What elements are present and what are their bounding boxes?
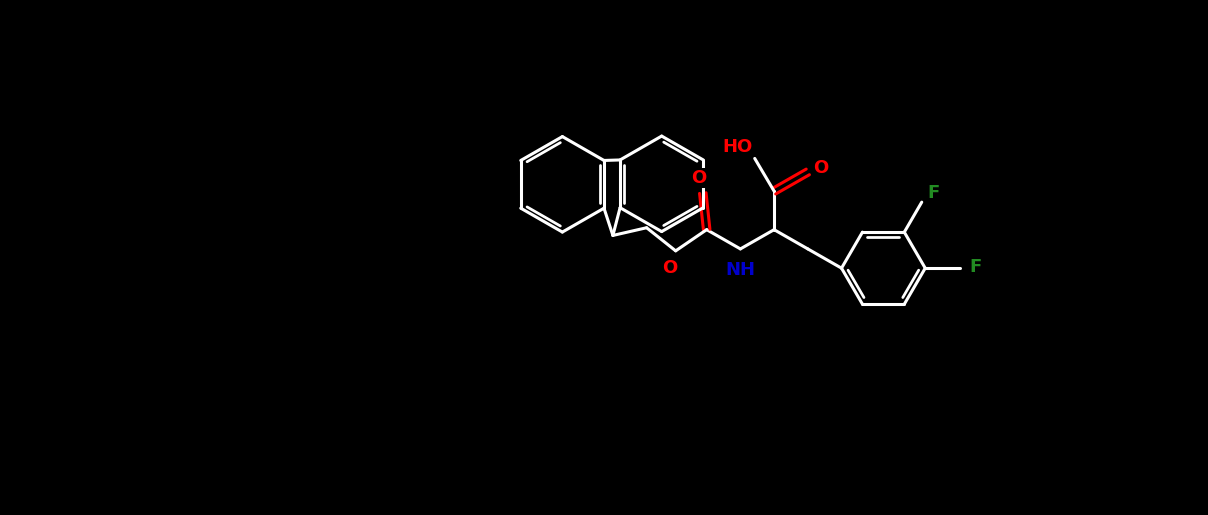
Text: O: O	[662, 259, 678, 277]
Text: F: F	[928, 184, 940, 202]
Text: O: O	[813, 159, 829, 177]
Text: HO: HO	[722, 138, 753, 156]
Text: NH: NH	[725, 262, 755, 280]
Text: F: F	[970, 258, 982, 276]
Text: O: O	[691, 169, 707, 186]
